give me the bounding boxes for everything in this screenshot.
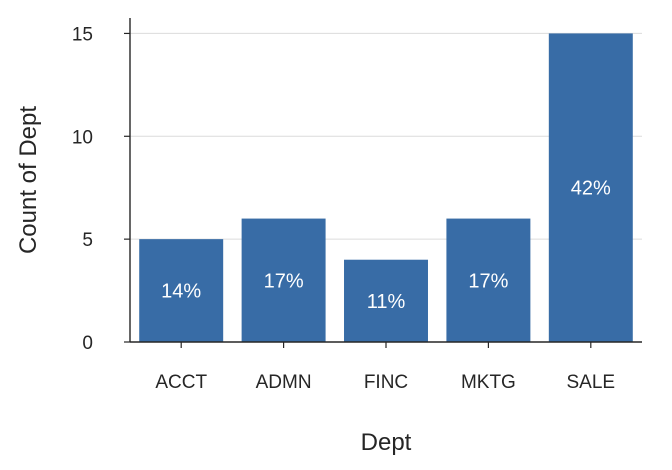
x-axis-title: Dept (361, 429, 412, 456)
bar-value-labels: 14% 17% 11% 17% 42% (161, 178, 611, 313)
bar-label-acct: 14% (161, 281, 201, 303)
bar-label-admn: 17% (264, 270, 304, 292)
bars (139, 33, 633, 343)
y-tick-label: 15 (72, 24, 93, 45)
y-axis-title: Count of Dept (15, 106, 42, 254)
bar-label-mktg: 17% (468, 270, 508, 292)
x-axis-ticks: ACCT ADMN FINC MKTG SALE (155, 342, 615, 393)
y-axis-ticks: 0 5 10 15 (72, 24, 130, 354)
x-tick-label-sale: SALE (567, 372, 616, 393)
bar-finc (344, 259, 428, 342)
x-tick-label-acct: ACCT (155, 372, 207, 393)
bar-mktg (446, 218, 531, 342)
bar-sale (548, 33, 633, 343)
y-tick-label: 0 (82, 333, 93, 354)
bar-acct (139, 239, 224, 342)
y-tick-label: 5 (82, 230, 93, 251)
y-tick-label: 10 (72, 127, 93, 148)
bar-label-sale: 42% (571, 178, 611, 200)
bar-admn (241, 218, 326, 342)
x-tick-label-finc: FINC (364, 372, 408, 393)
x-tick-label-admn: ADMN (256, 372, 312, 393)
bar-label-finc: 11% (367, 291, 406, 313)
x-tick-label-mktg: MKTG (461, 372, 516, 393)
